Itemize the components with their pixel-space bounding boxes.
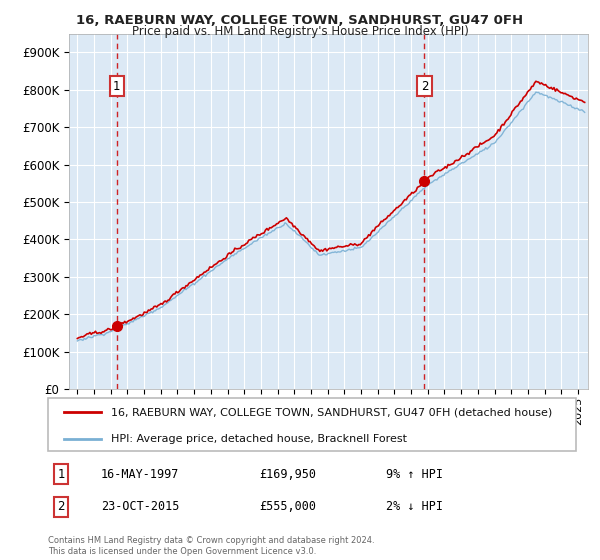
FancyBboxPatch shape bbox=[48, 398, 576, 451]
Text: 2: 2 bbox=[421, 80, 428, 92]
Text: 16, RAEBURN WAY, COLLEGE TOWN, SANDHURST, GU47 0FH (detached house): 16, RAEBURN WAY, COLLEGE TOWN, SANDHURST… bbox=[112, 408, 553, 418]
Text: £169,950: £169,950 bbox=[259, 468, 316, 481]
Text: 9% ↑ HPI: 9% ↑ HPI bbox=[386, 468, 443, 481]
Text: 2% ↓ HPI: 2% ↓ HPI bbox=[386, 500, 443, 514]
Text: Price paid vs. HM Land Registry's House Price Index (HPI): Price paid vs. HM Land Registry's House … bbox=[131, 25, 469, 38]
Text: 16-MAY-1997: 16-MAY-1997 bbox=[101, 468, 179, 481]
Text: 1: 1 bbox=[113, 80, 121, 92]
Text: HPI: Average price, detached house, Bracknell Forest: HPI: Average price, detached house, Brac… bbox=[112, 434, 407, 444]
Text: 2: 2 bbox=[58, 500, 65, 514]
Text: 1: 1 bbox=[58, 468, 65, 481]
Text: £555,000: £555,000 bbox=[259, 500, 316, 514]
Text: 23-OCT-2015: 23-OCT-2015 bbox=[101, 500, 179, 514]
Text: 16, RAEBURN WAY, COLLEGE TOWN, SANDHURST, GU47 0FH: 16, RAEBURN WAY, COLLEGE TOWN, SANDHURST… bbox=[76, 14, 524, 27]
Text: Contains HM Land Registry data © Crown copyright and database right 2024.
This d: Contains HM Land Registry data © Crown c… bbox=[48, 536, 374, 556]
